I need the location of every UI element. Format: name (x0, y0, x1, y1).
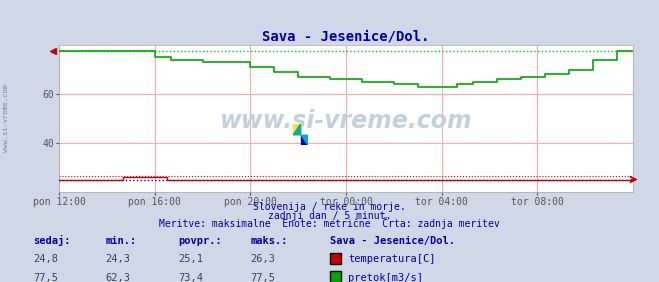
Bar (293, 124, 301, 135)
Text: povpr.:: povpr.: (178, 236, 221, 246)
Text: Slovenija / reke in morje.: Slovenija / reke in morje. (253, 202, 406, 212)
Text: 77,5: 77,5 (33, 273, 58, 282)
Text: 24,3: 24,3 (105, 254, 130, 264)
Text: zadnji dan / 5 minut.: zadnji dan / 5 minut. (268, 211, 391, 221)
Polygon shape (301, 135, 308, 145)
Text: temperatura[C]: temperatura[C] (348, 254, 436, 264)
Text: 62,3: 62,3 (105, 273, 130, 282)
Text: 25,1: 25,1 (178, 254, 203, 264)
Text: www.si-vreme.com: www.si-vreme.com (3, 84, 9, 153)
Text: min.:: min.: (105, 236, 136, 246)
Text: 24,8: 24,8 (33, 254, 58, 264)
Title: Sava - Jesenice/Dol.: Sava - Jesenice/Dol. (262, 30, 430, 44)
Polygon shape (293, 124, 301, 135)
Text: 73,4: 73,4 (178, 273, 203, 282)
Text: www.si-vreme.com: www.si-vreme.com (219, 109, 473, 133)
Text: 26,3: 26,3 (250, 254, 275, 264)
Text: Sava - Jesenice/Dol.: Sava - Jesenice/Dol. (330, 236, 455, 246)
Text: maks.:: maks.: (250, 236, 288, 246)
Text: pretok[m3/s]: pretok[m3/s] (348, 273, 423, 282)
Text: 77,5: 77,5 (250, 273, 275, 282)
Text: Meritve: maksimalne  Enote: metrične  Črta: zadnja meritev: Meritve: maksimalne Enote: metrične Črta… (159, 217, 500, 229)
Text: sedaj:: sedaj: (33, 235, 71, 246)
Bar (301, 135, 308, 145)
